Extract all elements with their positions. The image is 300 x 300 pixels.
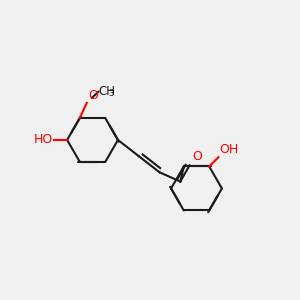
Text: O: O	[88, 89, 98, 102]
Text: HO: HO	[34, 134, 53, 146]
Text: O: O	[192, 150, 202, 163]
Text: OH: OH	[220, 143, 239, 156]
Text: CH: CH	[98, 85, 115, 98]
Text: 3: 3	[109, 89, 115, 98]
